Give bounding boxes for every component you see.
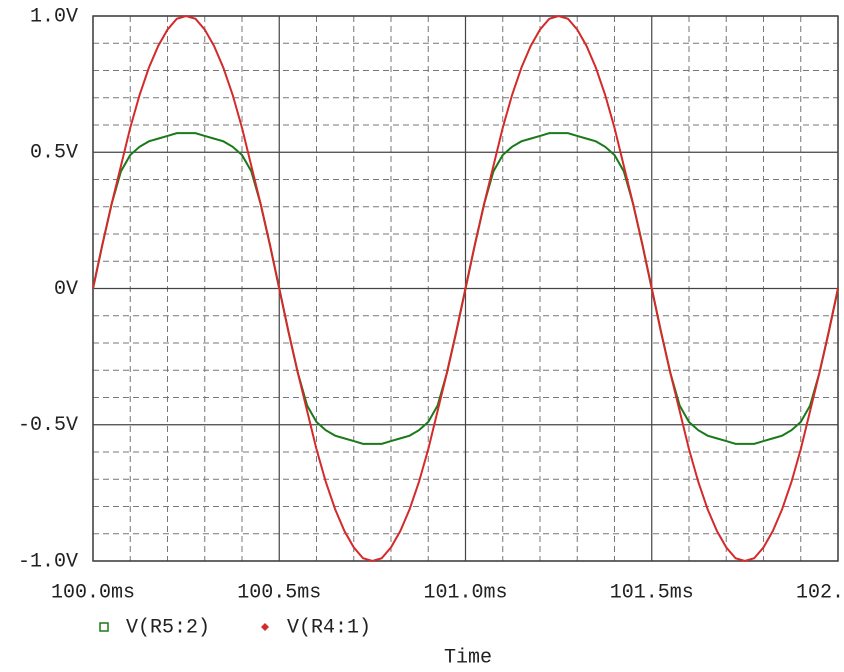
x-tick-label: 101.5ms <box>610 581 694 604</box>
legend-label: V(R5:2) <box>126 616 210 639</box>
legend-marker <box>99 622 109 632</box>
legend-marker <box>261 623 269 631</box>
y-tick-label: 0.5V <box>30 142 78 165</box>
x-tick-label: 100.5ms <box>237 581 321 604</box>
series-line <box>92 14 839 563</box>
x-tick-label: 100.0ms <box>51 581 135 604</box>
legend-label: V(R4:1) <box>287 616 371 639</box>
x-tick-label: 101.0ms <box>423 581 507 604</box>
y-tick-label: 0V <box>54 278 78 301</box>
x-tick-label: 102.0ms <box>796 581 844 604</box>
y-tick-label: -0.5V <box>18 414 78 437</box>
y-tick-label: 1.0V <box>30 5 78 28</box>
y-tick-label: -1.0V <box>18 550 78 573</box>
x-axis-label: Time <box>444 646 492 669</box>
